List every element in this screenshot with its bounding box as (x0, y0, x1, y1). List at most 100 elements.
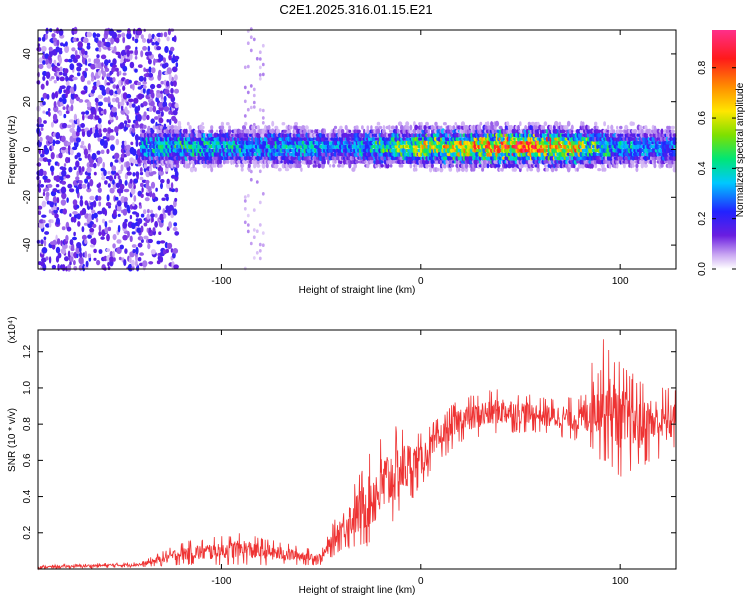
noise-cell (150, 213, 156, 218)
noise-cell (109, 89, 114, 96)
band-cell (554, 120, 559, 127)
noise-cell (107, 170, 111, 175)
band-cell (176, 132, 180, 138)
band-cell (479, 121, 483, 126)
noise-cell (153, 36, 157, 42)
band-cell (253, 163, 257, 169)
noise-cell (132, 249, 136, 254)
noise-cell (40, 127, 44, 131)
band-cell (454, 122, 458, 126)
noise-cell (104, 180, 108, 185)
noise-cell (147, 238, 153, 244)
noise-cell (61, 166, 67, 171)
noise-cell (61, 170, 67, 177)
noise-cell (147, 186, 152, 193)
noise-cell (73, 231, 76, 237)
band-cell (602, 167, 607, 172)
colorbar-label: Normalized spectral amplitude (735, 82, 746, 217)
noise-cell (53, 79, 57, 84)
noise-cell (69, 213, 72, 218)
noise-cell (112, 234, 117, 241)
streak-cell (243, 85, 247, 90)
noise-cell (59, 76, 65, 82)
noise-cell (103, 255, 108, 262)
streak-cell (258, 169, 262, 174)
noise-cell (172, 248, 179, 254)
band-cell (210, 167, 214, 173)
band-cell (538, 155, 542, 161)
noise-cell (105, 41, 111, 48)
noise-cell (55, 246, 61, 254)
band-cell (458, 159, 461, 165)
noise-cell (173, 80, 177, 87)
band-cell (298, 148, 302, 153)
x-tick-label: -100 (211, 576, 231, 587)
band-cell (470, 143, 473, 150)
noise-cell (83, 37, 89, 44)
noise-cell (89, 227, 95, 233)
noise-cell (88, 58, 91, 63)
noise-cell (140, 213, 145, 218)
band-cell (312, 140, 316, 145)
band-cell (581, 163, 586, 169)
band-cell (450, 164, 455, 168)
band-cell (635, 163, 639, 169)
noise-cell (168, 102, 173, 107)
band-cell (256, 125, 260, 130)
noise-cell (69, 261, 72, 266)
noise-cell (101, 89, 107, 96)
band-cell (323, 128, 327, 135)
y-tick-label: -40 (22, 237, 33, 252)
noise-cell (154, 116, 159, 120)
band-cell (572, 163, 576, 169)
band-cell (194, 129, 197, 133)
noise-cell (37, 205, 43, 210)
noise-cell (139, 171, 144, 176)
band-cell (670, 125, 675, 130)
streak-cell (249, 177, 253, 182)
streak-cell (261, 62, 265, 67)
noise-cell (112, 77, 116, 83)
noise-cell (151, 41, 155, 46)
noise-cell (86, 175, 92, 180)
band-cell (670, 129, 675, 134)
noise-cell (105, 202, 112, 207)
band-cell (490, 121, 494, 127)
band-cell (570, 124, 574, 131)
band-cell (240, 167, 244, 172)
noise-cell (57, 263, 60, 271)
x-tick-label: 100 (612, 276, 629, 287)
noise-cell (123, 259, 127, 266)
noise-cell (46, 63, 52, 69)
noise-cell (48, 111, 51, 117)
noise-cell (115, 37, 120, 44)
noise-cell (44, 231, 50, 235)
noise-cell (118, 178, 123, 186)
noise-cell (61, 122, 68, 129)
noise-cell (151, 217, 154, 223)
band-cell (555, 132, 558, 138)
noise-cell (39, 123, 44, 128)
band-cell (427, 128, 430, 134)
noise-cell (38, 179, 42, 185)
band-cell (320, 162, 325, 169)
noise-cell (143, 67, 146, 72)
band-cell (630, 163, 633, 169)
noise-cell (63, 113, 67, 119)
noise-cell (166, 67, 172, 75)
noise-cell (126, 49, 130, 57)
noise-cell (107, 226, 112, 232)
noise-cell (156, 83, 162, 89)
streak-cell (258, 57, 262, 61)
band-cell (415, 155, 418, 161)
noise-cell (157, 217, 160, 223)
band-cell (565, 125, 569, 130)
noise-cell (68, 188, 75, 193)
noise-cell (104, 221, 108, 228)
snr-panel: -100 0 100 0.2 0.4 0.6 0.8 1.0 1.2 Height of st… (7, 316, 677, 596)
noise-cell (93, 248, 97, 254)
noise-cell (138, 202, 142, 206)
noise-cell (109, 135, 115, 141)
noise-cell (40, 153, 45, 158)
noise-cell (150, 92, 155, 99)
